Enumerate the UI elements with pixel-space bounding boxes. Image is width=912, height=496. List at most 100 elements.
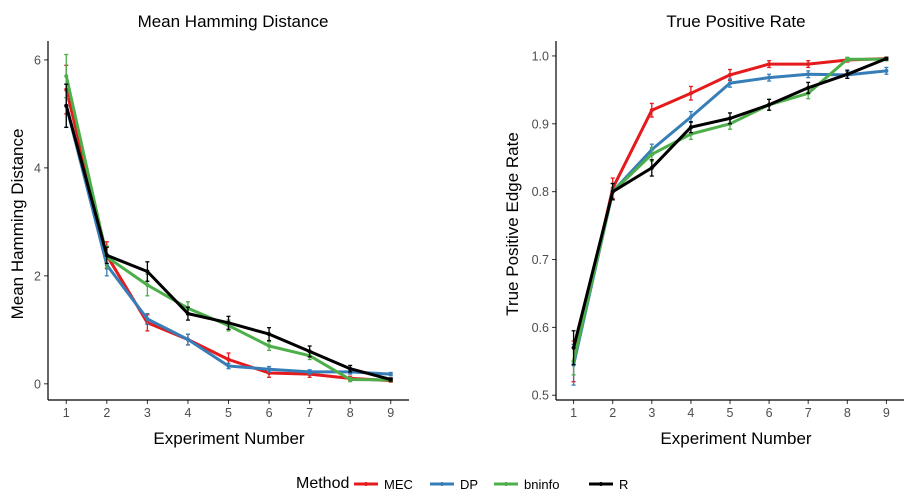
data-point — [267, 344, 272, 349]
legend-label: MEC — [384, 477, 413, 492]
data-point — [104, 253, 109, 258]
y-tick-label: 0.9 — [532, 117, 549, 131]
x-tick-label: 9 — [387, 406, 394, 420]
x-tick-label: 5 — [225, 406, 232, 420]
data-point — [267, 367, 272, 372]
series-r — [64, 83, 393, 382]
legend: Method MEC DP bninfo R — [296, 475, 628, 492]
series-line-mec — [64, 89, 391, 383]
legend-title: Method — [296, 475, 349, 492]
series-bninfo — [64, 53, 393, 383]
data-point — [226, 357, 231, 362]
legend-key-point — [364, 482, 368, 486]
x-tick-label: 2 — [609, 406, 616, 420]
y-tick-label: 4 — [34, 161, 41, 175]
data-point — [728, 72, 732, 77]
legend-item-dp: DP — [430, 477, 478, 492]
data-point — [307, 369, 312, 374]
x-tick-label: 3 — [144, 406, 151, 420]
data-point — [185, 337, 190, 342]
data-point — [649, 165, 654, 170]
y-tick-label: 1.0 — [532, 49, 549, 63]
legend-key-point — [599, 482, 603, 486]
y-tick-label: 2 — [34, 269, 41, 283]
series-line-r — [572, 57, 887, 349]
legend-item-bninfo: bninfo — [494, 477, 559, 492]
data-point — [226, 320, 231, 325]
data-point — [226, 363, 231, 368]
data-point — [649, 108, 654, 113]
x-tick-label: 1 — [63, 406, 70, 420]
series-line-dp — [64, 105, 391, 376]
data-point — [145, 283, 150, 288]
x-tick-label: 9 — [883, 406, 890, 420]
data-point — [145, 269, 150, 274]
data-point — [688, 91, 693, 96]
y-tick-label: 6 — [34, 53, 41, 67]
series-line-bninfo — [64, 75, 391, 382]
legend-item-mec: MEC — [354, 477, 413, 492]
data-point — [728, 116, 732, 121]
data-point — [688, 115, 693, 120]
data-point — [610, 189, 615, 194]
data-point — [307, 349, 312, 354]
plot-area-tpr: 0.5 0.6 0.7 0.8 0.9 1.0 1 2 3 4 5 6 7 8 9 — [532, 41, 904, 420]
data-point — [571, 345, 576, 350]
data-point — [185, 311, 190, 316]
data-point — [388, 372, 393, 377]
x-axis-title-hamming: Experiment Number — [153, 429, 305, 448]
x-tick-label: 5 — [727, 406, 734, 420]
data-point — [767, 75, 772, 80]
x-tick-label: 1 — [570, 406, 577, 420]
data-point — [348, 377, 353, 382]
legend-label: DP — [460, 477, 478, 492]
plot-area-hamming: 0 2 4 6 1 2 3 4 5 6 7 8 9 — [34, 41, 409, 420]
data-point — [388, 377, 393, 382]
data-point — [845, 57, 850, 62]
data-point — [267, 332, 272, 337]
series-mec — [64, 64, 393, 383]
legend-item-r: R — [589, 477, 628, 492]
y-tick-label: 0.7 — [532, 253, 549, 267]
data-point — [688, 125, 693, 130]
x-tick-label: 4 — [687, 406, 694, 420]
legend-label: R — [619, 477, 628, 492]
x-tick-label: 6 — [266, 406, 273, 420]
series-line-bninfo — [572, 57, 887, 362]
y-axis-title-hamming: Mean Hamming Distance — [8, 129, 27, 320]
data-point — [145, 317, 150, 322]
x-tick-label: 2 — [103, 406, 110, 420]
data-point — [884, 68, 889, 73]
y-tick-label: 0.5 — [532, 389, 549, 403]
series-dp — [64, 83, 393, 377]
data-point — [767, 62, 772, 67]
x-tick-label: 3 — [648, 406, 655, 420]
data-point — [64, 74, 69, 79]
data-point — [845, 72, 850, 77]
legend-label: bninfo — [524, 477, 559, 492]
data-point — [728, 81, 732, 86]
legend-key-point — [440, 482, 444, 486]
data-point — [767, 102, 772, 107]
y-tick-label: 0.8 — [532, 185, 549, 199]
x-tick-label: 8 — [844, 406, 851, 420]
data-point — [884, 56, 889, 61]
series-line-mec — [572, 57, 887, 362]
data-point — [348, 366, 353, 371]
x-axis-title-tpr: Experiment Number — [660, 429, 812, 448]
data-point — [649, 152, 654, 157]
y-tick-label: 0.6 — [532, 321, 549, 335]
x-tick-label: 8 — [347, 406, 354, 420]
data-point — [806, 72, 811, 77]
chart-title-tpr: True Positive Rate — [666, 12, 805, 31]
series-mec — [571, 56, 889, 383]
data-point — [806, 85, 811, 90]
data-point — [806, 62, 811, 67]
legend-key-point — [504, 482, 508, 486]
series-bninfo — [571, 56, 889, 376]
data-point — [64, 103, 69, 108]
panel-hamming: Mean Hamming Distance Mean Hamming Dista… — [8, 12, 409, 448]
x-tick-label: 6 — [766, 406, 773, 420]
y-tick-label: 0 — [34, 377, 41, 391]
